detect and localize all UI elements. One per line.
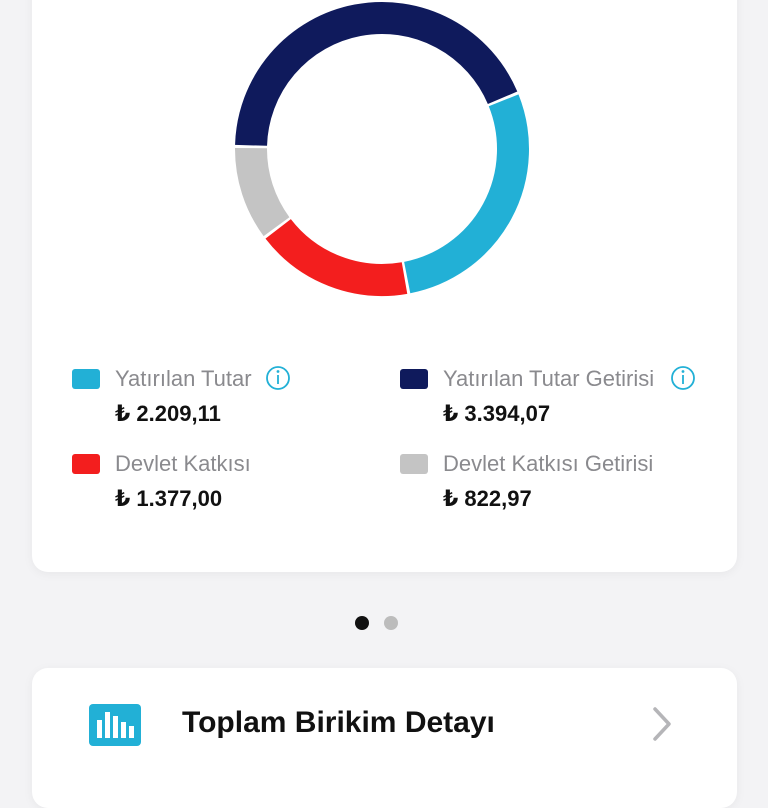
legend-swatch [72, 454, 100, 474]
donut-segment [235, 147, 290, 237]
donut-segment [235, 2, 518, 147]
legend-value: ₺ 822,97 [443, 486, 532, 511]
page-dot[interactable] [384, 616, 398, 630]
legend-swatch [400, 454, 428, 474]
screen: {"chart_data": {"type": "donut", "catego… [32, 0, 737, 808]
legend-value: ₺ 2.209,11 [115, 401, 221, 426]
donut-segment [265, 218, 408, 296]
detail-title[interactable]: Toplam Birikim Detayı [182, 706, 495, 739]
donut-segment [403, 94, 529, 294]
legend-value: ₺ 1.377,00 [115, 486, 223, 511]
legend-value: ₺ 3.394,07 [443, 401, 551, 426]
page-dot-active[interactable] [355, 616, 369, 630]
legend-label: Devlet Katkısı Getirisi [443, 451, 654, 476]
legend-label: Devlet Katkısı [115, 451, 251, 476]
donut-chart [235, 2, 529, 296]
legend-label: Yatırılan Tutar Getirisi [443, 366, 655, 391]
legend-swatch [72, 369, 100, 389]
legend-swatch [400, 369, 428, 389]
legend-label: Yatırılan Tutar [115, 366, 252, 391]
